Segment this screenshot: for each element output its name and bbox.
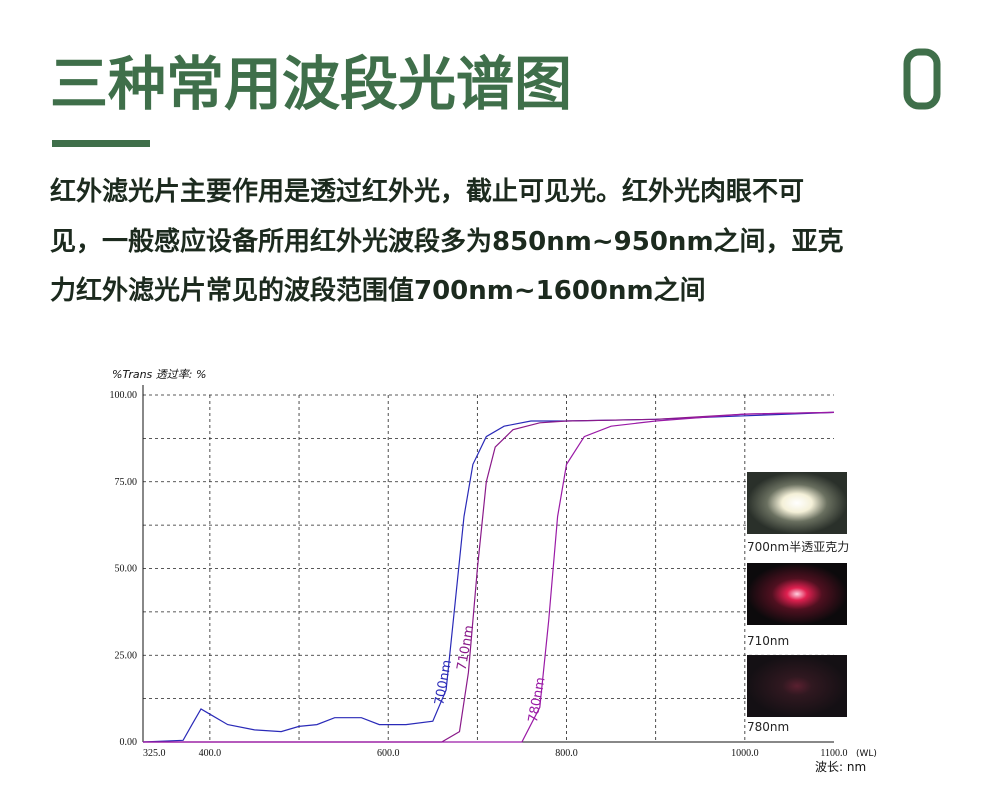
line-series — [143, 411, 835, 743]
x-axis-label: 波长: nm — [815, 760, 866, 774]
series-label: 710nm — [455, 624, 478, 672]
y-tick-label: 50.00 — [115, 564, 138, 575]
y-axis-label: %Trans 透过率: % — [112, 368, 206, 381]
x-tick-label: 325.0 — [143, 748, 166, 759]
body-line: 见，一般感应设备所用红外光波段多为850nm~950nm之间，亚克 — [50, 226, 844, 257]
line-series — [143, 411, 835, 743]
series-label: 780nm — [526, 676, 549, 724]
y-tick-label: 75.00 — [115, 477, 138, 488]
plot: 0.00 25.00 50.00 75.00 100.00 325.0 400.0 600.0… — [110, 385, 848, 759]
x-axis-label: (WL) — [856, 749, 877, 759]
x-tick-label: 1000.0 — [731, 748, 759, 759]
photo — [747, 655, 847, 717]
icon — [903, 48, 941, 110]
x-tick-label: 600.0 — [377, 748, 400, 759]
y-tick-label: 0.00 — [120, 737, 138, 748]
photo — [747, 563, 847, 625]
photo-caption: 700nm半透亚克力 — [747, 540, 849, 554]
photo — [747, 472, 847, 534]
title: 三种常用波段光谱图 — [50, 50, 572, 118]
x-tick-label: 1100.0 — [820, 748, 847, 759]
x-tick-label: 800.0 — [555, 748, 578, 759]
body-line: 力红外滤光片常见的波段范围值700nm~1600nm之间 — [50, 275, 706, 306]
line-series — [142, 411, 835, 743]
series-label: 700nm — [432, 659, 455, 707]
photo-caption: 780nm — [747, 720, 789, 734]
title-underline — [52, 140, 150, 147]
x-tick-label: 400.0 — [199, 748, 222, 759]
y-tick-label: 25.00 — [115, 650, 138, 661]
y-tick-label: 100.00 — [110, 390, 138, 401]
photo-caption: 710nm — [747, 634, 789, 648]
body-line: 红外滤光片主要作用是透过红外光，截止可见光。红外光肉眼不可 — [50, 176, 804, 207]
